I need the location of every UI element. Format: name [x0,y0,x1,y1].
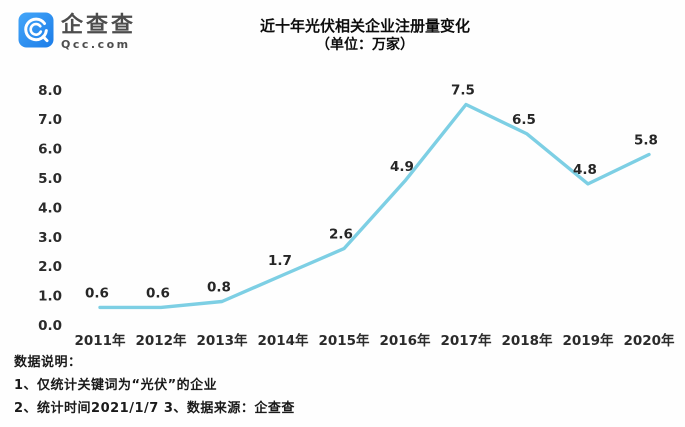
data-label: 0.6 [146,285,170,301]
y-axis-tick-label: 1.0 [38,289,62,305]
y-axis-tick-label: 5.0 [38,171,62,187]
y-axis-tick-label: 0.0 [38,318,62,334]
qcc-logo-icon [18,12,54,48]
x-axis-tick-label: 2018年 [501,332,553,349]
data-label: 7.5 [451,83,475,99]
y-axis-tick-label: 6.0 [38,142,62,158]
brand-name: 企查查 [61,13,137,38]
x-axis-tick-label: 2016年 [379,332,431,349]
line-series [98,102,651,310]
x-axis-tick-label: 2011年 [74,332,126,349]
note-line-2: 2、统计时间2021/1/7 3、数据来源：企查查 [14,401,295,416]
y-axis-tick-label: 3.0 [38,230,62,246]
data-label: 6.5 [512,112,536,128]
data-label: 0.6 [85,285,109,301]
x-axis-tick-label: 2014年 [257,332,309,349]
chart-title: 近十年光伏相关企业注册量变化 [259,17,470,35]
y-axis-tick-label: 4.0 [38,200,62,216]
y-axis-tick-label: 2.0 [38,259,62,275]
notes-heading: 数据说明： [14,355,82,370]
data-label: 1.7 [268,253,292,269]
data-label: 4.8 [573,162,597,178]
x-axis-tick-label: 2020年 [623,332,675,349]
x-axis-tick-label: 2015年 [318,332,370,349]
data-label: 0.8 [207,279,231,295]
brand-domain: Qcc.com [61,38,131,51]
qcc-logo: 企查查 Qcc.com [18,12,136,51]
data-label: 4.9 [390,159,414,175]
qcc-logo-text: 企查查 Qcc.com [61,13,136,51]
x-axis-tick-label: 2012年 [135,332,187,349]
line-chart: 0.0 1.0 2.0 3.0 4.0 5.0 6.0 7.0 8.0 2011年 2012年 201… [38,83,675,350]
y-axis-tick-label: 7.0 [38,112,62,128]
x-axis-tick-label: 2017年 [440,332,492,349]
data-label: 2.6 [329,227,353,243]
chart-title-block: 近十年光伏相关企业注册量变化 （单位：万家） [45,16,685,54]
footnotes: 数据说明： 1、仅统计关键词为“光伏”的企业 2、统计时间2021/1/7 3、… [14,351,295,420]
x-axis-tick-label: 2019年 [562,332,614,349]
chart-unit-subtitle: （单位：万家） [316,37,414,53]
y-axis-tick-label: 8.0 [38,83,62,99]
x-axis-tick-label: 2013年 [196,332,248,349]
data-label: 5.8 [634,132,658,148]
note-line-1: 1、仅统计关键词为“光伏”的企业 [14,378,218,393]
